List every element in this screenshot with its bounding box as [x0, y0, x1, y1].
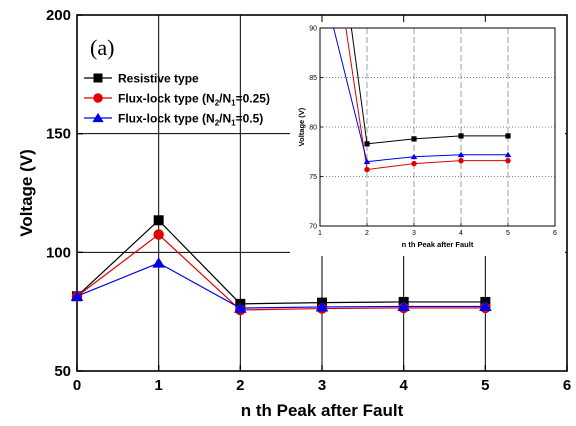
main-x-tick-label: 3 — [318, 377, 326, 394]
legend-label-part: =0.25) — [236, 92, 270, 106]
inset-series-1-point — [364, 141, 369, 146]
inset-y-tick-label: 75 — [309, 174, 317, 181]
main-series-2-point — [153, 229, 164, 240]
inset-series-2-point — [364, 167, 369, 172]
main-x-tick-label: 4 — [399, 377, 408, 394]
inset-x-tick-label: 1 — [318, 230, 322, 237]
legend-label-1: Resistive type — [118, 72, 199, 86]
main-y-axis-title: Voltage (V) — [17, 149, 36, 237]
inset-series-2-point — [411, 161, 416, 166]
inset-y-tick-label: 90 — [309, 26, 317, 33]
main-x-tick-label: 1 — [154, 377, 162, 394]
main-y-tick-label: 100 — [46, 244, 71, 261]
main-y-tick-label: 200 — [46, 7, 71, 24]
inset-series-2-point — [505, 158, 510, 163]
main-x-tick-label: 0 — [73, 377, 81, 394]
legend-label-part: =0.5) — [236, 112, 264, 126]
inset-x-tick-label: 2 — [365, 230, 369, 237]
main-y-tick-label: 50 — [54, 363, 71, 380]
main-x-tick-label: 5 — [481, 377, 489, 394]
inset-y-tick-label: 85 — [309, 75, 317, 82]
inset-series-2-point — [458, 158, 463, 163]
legend-label-part: /N — [219, 92, 231, 106]
main-x-tick-label: 6 — [563, 377, 571, 394]
inset-x-tick-label: 3 — [412, 230, 416, 237]
inset-series-1-point — [505, 133, 510, 138]
main-x-tick-label: 2 — [236, 377, 244, 394]
inset-series-1-point — [458, 133, 463, 138]
main-series-3-point — [152, 257, 165, 267]
legend-label-3: Flux-lock type (N2/N1=0.5) — [118, 112, 263, 128]
inset-x-axis-title: n th Peak after Fault — [402, 240, 474, 249]
legend: Resistive type Flux-lock type (N2/N1=0.25… — [84, 72, 270, 128]
legend-label-part: Flux-lock type (N — [118, 112, 215, 126]
legend-marker-1 — [94, 74, 103, 83]
legend-label-part: /N — [219, 112, 231, 126]
inset-plot: 1 2 3 4 5 6 70 75 80 85 90 n th Peak after Fault Vol… — [290, 0, 565, 256]
inset-x-tick-label: 4 — [459, 230, 463, 237]
inset-y-tick-label: 70 — [309, 224, 317, 231]
main-y-tick-label: 150 — [46, 126, 71, 143]
main-series-1-point — [154, 215, 164, 225]
inset-background — [290, 22, 565, 256]
main-x-axis-title: n th Peak after Fault — [241, 401, 404, 420]
inset-series-1-point — [411, 136, 416, 141]
legend-label-part: Flux-lock type (N — [118, 92, 215, 106]
legend-marker-2 — [93, 93, 102, 102]
inset-x-tick-label: 6 — [553, 230, 557, 237]
panel-label: (a) — [90, 35, 114, 60]
inset-x-tick-label: 5 — [506, 230, 510, 237]
inset-y-tick-label: 80 — [309, 125, 317, 132]
inset-y-axis-title: Voltage (V) — [297, 107, 306, 146]
legend-label-2: Flux-lock type (N2/N1=0.25) — [118, 92, 270, 108]
